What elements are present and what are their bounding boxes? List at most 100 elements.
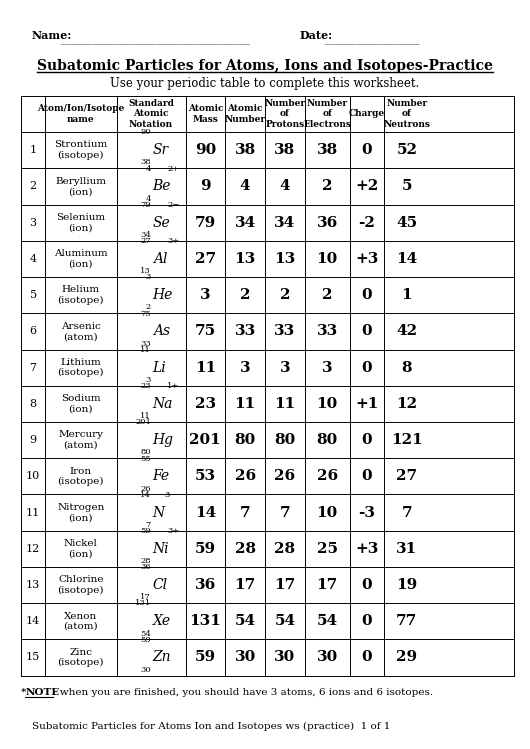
Text: Li: Li <box>153 360 166 374</box>
Text: 34: 34 <box>234 216 256 230</box>
Text: 54: 54 <box>140 629 151 637</box>
Text: -2: -2 <box>359 216 375 230</box>
Text: 27: 27 <box>396 470 417 483</box>
Text: 201: 201 <box>190 433 221 447</box>
Text: Mercury
(atom): Mercury (atom) <box>58 431 103 450</box>
Text: 15: 15 <box>26 652 40 662</box>
Text: 2: 2 <box>146 303 151 312</box>
Text: 5: 5 <box>30 290 37 300</box>
Text: 31: 31 <box>396 542 418 556</box>
Text: 9: 9 <box>200 180 211 193</box>
Text: 201: 201 <box>135 418 151 426</box>
Text: 8: 8 <box>30 399 37 409</box>
Text: 42: 42 <box>396 324 417 339</box>
Text: 1: 1 <box>401 288 412 302</box>
Text: 0: 0 <box>361 433 373 447</box>
Text: 17: 17 <box>274 578 296 592</box>
Text: 26: 26 <box>235 470 255 483</box>
Text: 131: 131 <box>189 614 222 628</box>
Text: Arsenic
(atom): Arsenic (atom) <box>61 321 101 341</box>
Text: 77: 77 <box>396 614 418 628</box>
Text: Zinc
(isotope): Zinc (isotope) <box>58 648 104 667</box>
Text: 59: 59 <box>195 542 216 556</box>
Text: 26: 26 <box>317 470 338 483</box>
Text: Sr: Sr <box>153 143 169 157</box>
Text: Iron
(isotope): Iron (isotope) <box>58 467 104 486</box>
Text: 36: 36 <box>140 563 151 571</box>
Text: Cl: Cl <box>153 578 168 592</box>
Text: Atom/Ion/Isotope
name: Atom/Ion/Isotope name <box>37 104 125 124</box>
Text: 23: 23 <box>140 382 151 390</box>
Text: 14: 14 <box>195 506 216 520</box>
Text: Be: Be <box>153 180 171 193</box>
Text: 52: 52 <box>396 143 417 157</box>
Text: 54: 54 <box>275 614 295 628</box>
Text: Atomic
Mass: Atomic Mass <box>188 104 223 124</box>
Text: 4: 4 <box>279 180 290 193</box>
Text: 1+: 1+ <box>167 382 180 390</box>
Text: 2: 2 <box>280 288 290 302</box>
Text: 10: 10 <box>316 252 338 266</box>
Text: 38: 38 <box>140 159 151 166</box>
Text: 0: 0 <box>361 288 373 302</box>
Text: 14: 14 <box>140 491 151 499</box>
Text: 26: 26 <box>275 470 295 483</box>
Text: 36: 36 <box>316 216 338 230</box>
Text: 10: 10 <box>316 397 338 411</box>
Text: 80: 80 <box>234 433 256 447</box>
Text: 33: 33 <box>316 324 338 339</box>
Text: 7: 7 <box>30 363 37 372</box>
Text: 59: 59 <box>140 636 151 643</box>
Text: Selenium
(ion): Selenium (ion) <box>56 213 105 232</box>
Text: 5: 5 <box>402 180 412 193</box>
Text: 13: 13 <box>140 267 151 275</box>
Text: 131: 131 <box>135 599 151 607</box>
Text: Number
of
Electrons: Number of Electrons <box>303 99 351 129</box>
Text: 54: 54 <box>317 614 338 628</box>
Text: Date:: Date: <box>299 30 333 41</box>
Text: 1: 1 <box>30 145 37 155</box>
Text: 19: 19 <box>396 578 418 592</box>
Text: Lithium
(isotope): Lithium (isotope) <box>58 358 104 377</box>
Text: 17: 17 <box>140 593 151 601</box>
Text: Strontium
(isotope): Strontium (isotope) <box>54 141 108 160</box>
Text: 80: 80 <box>316 433 338 447</box>
Text: 80: 80 <box>274 433 296 447</box>
Text: Subatomic Particles for Atoms, Ions and Isotopes-Practice: Subatomic Particles for Atoms, Ions and … <box>37 59 493 73</box>
Text: 0: 0 <box>361 578 373 592</box>
Text: 2: 2 <box>322 180 332 193</box>
Text: 11: 11 <box>234 397 256 411</box>
Text: 38: 38 <box>316 143 338 157</box>
Text: 54: 54 <box>235 614 255 628</box>
Text: NOTE: NOTE <box>25 688 60 697</box>
Text: 30: 30 <box>234 650 256 664</box>
Text: 28: 28 <box>235 542 255 556</box>
Text: Number
of
Protons: Number of Protons <box>264 99 305 129</box>
Text: Helium
(isotope): Helium (isotope) <box>58 285 104 305</box>
Text: 12: 12 <box>26 544 40 554</box>
Text: Beryllium
(ion): Beryllium (ion) <box>55 177 107 196</box>
Text: 38: 38 <box>274 143 296 157</box>
Text: 3+: 3+ <box>167 237 180 245</box>
Text: 11: 11 <box>195 360 216 374</box>
Text: 17: 17 <box>316 578 338 592</box>
Text: As: As <box>153 324 170 339</box>
Text: Zn: Zn <box>153 650 171 664</box>
Text: 30: 30 <box>316 650 338 664</box>
Text: 27: 27 <box>195 252 216 266</box>
Text: 3: 3 <box>279 360 290 374</box>
Text: 23: 23 <box>195 397 216 411</box>
Text: 45: 45 <box>396 216 417 230</box>
Text: 3−: 3− <box>164 491 176 499</box>
Text: 80: 80 <box>140 449 151 456</box>
Text: Xenon
(atom): Xenon (atom) <box>64 611 98 631</box>
Text: : when you are finished, you should have 3 atoms, 6 ions and 6 isotopes.: : when you are finished, you should have… <box>53 688 433 697</box>
Text: 55: 55 <box>140 455 151 463</box>
Text: 2: 2 <box>322 288 332 302</box>
Text: 10: 10 <box>316 506 338 520</box>
Text: 90: 90 <box>195 143 216 157</box>
Text: 14: 14 <box>396 252 418 266</box>
Text: 3: 3 <box>322 360 333 374</box>
Text: 34: 34 <box>140 231 151 239</box>
Text: 4: 4 <box>146 165 151 173</box>
